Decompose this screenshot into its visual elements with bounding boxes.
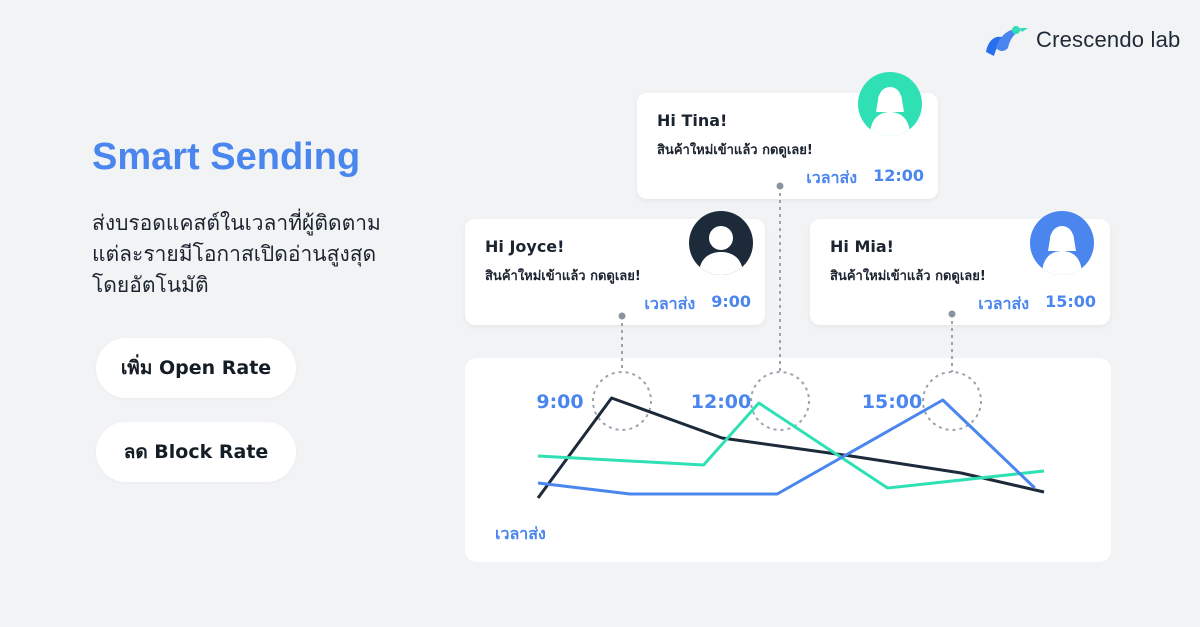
peak-circle [922, 371, 982, 431]
chart-series-lines [536, 396, 1045, 499]
peak-time-labels: 9:00 12:00 15:00 [536, 391, 922, 413]
crescendo-bird-icon [986, 26, 1028, 56]
benefit-block-rate-badge: ลด Block Rate [96, 422, 296, 482]
send-time-value: 15:00 [1045, 292, 1096, 311]
description-line: แต่ละรายมีโอกาสเปิดอ่านสูงสุด [92, 242, 377, 266]
page-title: Smart Sending [92, 136, 361, 178]
send-time-label: เวลาส่ง [806, 168, 858, 187]
series-line-2 [537, 398, 1036, 496]
user-avatar-icon [1030, 211, 1094, 275]
message-text: สินค้าใหม่เข้าแล้ว กดดูเลย! [485, 269, 641, 284]
description-line: โดยอัตโนมัติ [92, 273, 209, 297]
send-time-chart-panel [465, 358, 1111, 562]
send-time-label: เวลาส่ง [978, 294, 1030, 313]
user-avatar-icon [689, 211, 753, 275]
peak-circle [592, 371, 652, 431]
message-greeting: Hi Mia! [830, 237, 894, 256]
message-greeting: Hi Joyce! [485, 237, 565, 256]
peak-time-label: 15:00 [862, 391, 922, 413]
series-line-1 [537, 401, 1045, 490]
connector-dot [776, 182, 784, 190]
send-time-value: 9:00 [711, 292, 751, 311]
chart-x-axis-label: เวลาส่ง [495, 524, 546, 543]
connector-dot [618, 312, 626, 320]
peak-time-label: 9:00 [536, 391, 583, 413]
message-text: สินค้าใหม่เข้าแล้ว กดดูเลย! [657, 143, 813, 158]
series-line-0 [536, 396, 1045, 499]
page-description: ส่งบรอดแคสต์ในเวลาที่ผู้ติดตาม แต่ละรายม… [92, 208, 432, 301]
brand-logo: Crescendo lab [982, 22, 1180, 58]
message-text: สินค้าใหม่เข้าแล้ว กดดูเลย! [830, 269, 986, 284]
card-connectors [618, 182, 956, 372]
message-greeting: Hi Tina! [657, 111, 728, 130]
message-send-time: เวลาส่ง 12:00 [806, 166, 924, 191]
peak-highlight-circles [592, 371, 982, 431]
peak-time-label: 12:00 [691, 391, 751, 413]
benefit-open-rate-badge: เพิ่ม Open Rate [96, 338, 296, 398]
message-send-time: เวลาส่ง 9:00 [644, 292, 751, 317]
message-send-time: เวลาส่ง 15:00 [978, 292, 1096, 317]
send-time-value: 12:00 [873, 166, 924, 185]
brand-name: Crescendo lab [1036, 27, 1181, 52]
connector-dot [948, 310, 956, 318]
description-line: ส่งบรอดแคสต์ในเวลาที่ผู้ติดตาม [92, 211, 381, 235]
user-avatar-icon [858, 72, 922, 136]
send-time-label: เวลาส่ง [644, 294, 696, 313]
peak-circle [750, 371, 810, 431]
